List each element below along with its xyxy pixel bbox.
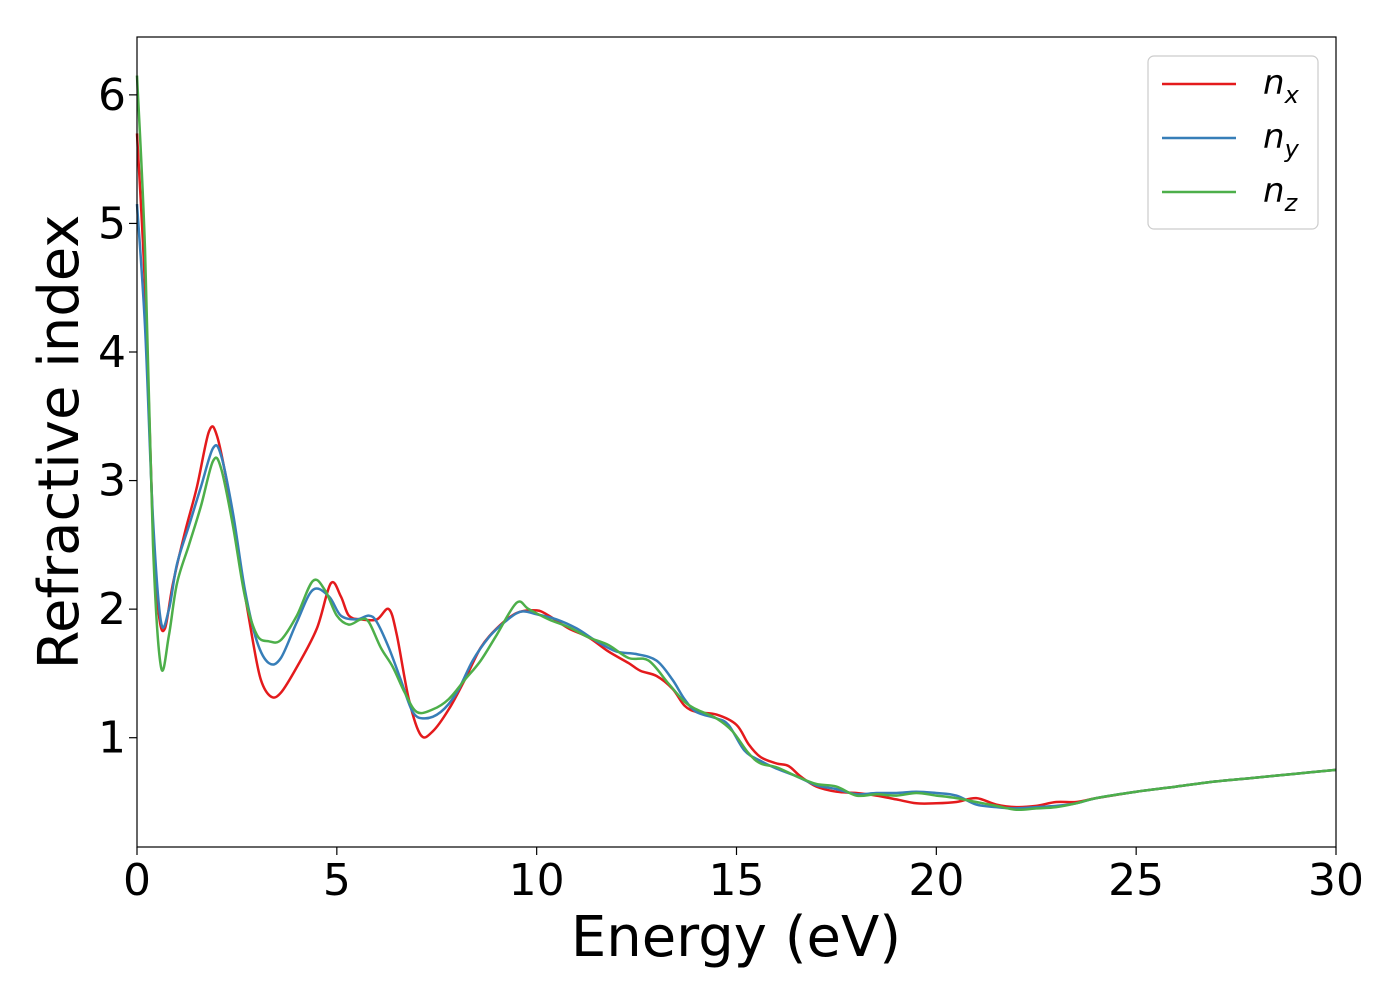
legend-label-nx: nx (1263, 63, 1300, 109)
y-axis-label: Refractive index (27, 215, 92, 670)
y-tick-label: 6 (98, 70, 126, 121)
legend-label-symbol: n (1263, 63, 1285, 103)
legend-label-subscript: y (1284, 135, 1300, 163)
y-tick-label: 1 (98, 713, 126, 764)
x-tick-label: 25 (1108, 855, 1164, 906)
x-axis: 0 5 10 15 20 25 30 (123, 847, 1364, 906)
y-tick-label: 3 (98, 456, 126, 507)
legend-label-symbol: n (1263, 171, 1285, 211)
legend-label-nz: nz (1263, 171, 1299, 217)
y-tick-label: 5 (98, 198, 126, 249)
x-axis-label: Energy (eV) (571, 905, 901, 970)
series-line-nz (135, 75, 1337, 812)
legend-label-subscript: x (1284, 81, 1300, 109)
x-tick-label: 0 (123, 855, 151, 906)
x-tick-label: 5 (323, 855, 351, 906)
legend-label-ny: ny (1263, 117, 1300, 163)
y-tick-label: 4 (98, 327, 126, 378)
x-tick-label: 30 (1308, 855, 1364, 906)
y-axis: 1 2 3 4 5 6 (98, 70, 137, 764)
x-tick-label: 10 (509, 855, 565, 906)
y-tick-label: 2 (98, 584, 126, 635)
series-line-ny (135, 204, 1337, 810)
x-tick-label: 20 (908, 855, 964, 906)
legend-label-subscript: z (1284, 189, 1299, 217)
legend-box (1147, 55, 1319, 230)
x-tick-label: 15 (709, 855, 765, 906)
series-layer (135, 75, 1337, 812)
legend-label-symbol: n (1263, 117, 1285, 157)
